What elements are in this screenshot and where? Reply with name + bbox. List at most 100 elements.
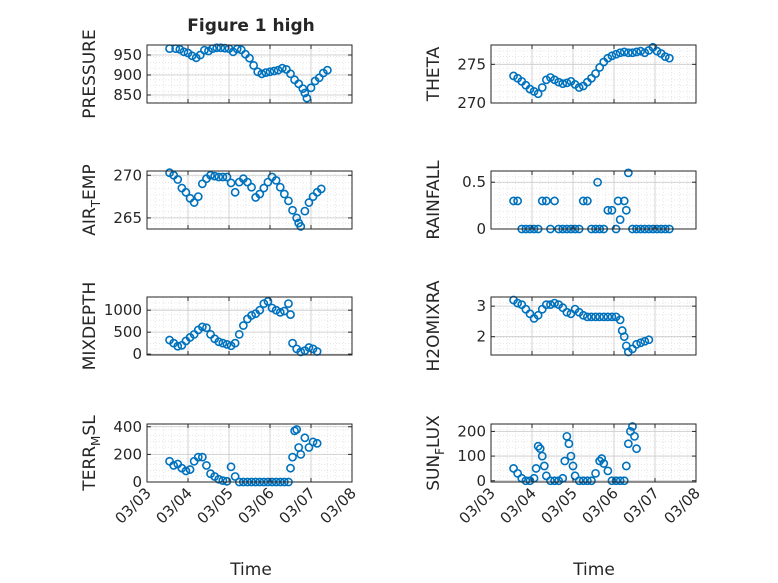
data-point — [607, 476, 617, 486]
data-point — [550, 298, 559, 308]
data-point — [275, 307, 285, 317]
data-point — [193, 192, 203, 201]
data-point — [181, 466, 191, 476]
data-point — [593, 177, 602, 187]
y-axis-label-6: TERRMSL — [80, 415, 103, 492]
subplot-pressure: 850 900 950 PRESSURE — [80, 29, 353, 119]
data-point — [300, 206, 310, 216]
data-point — [292, 425, 302, 434]
series-markers — [509, 422, 641, 486]
data-point — [304, 443, 314, 452]
data-point — [206, 170, 215, 180]
y-axis-label-3: RAINFALL — [424, 160, 444, 240]
subplot-grid: 850 900 950 PRESSURE 270 275 THETA 265 270 AIRTEM… — [80, 29, 704, 527]
y-tick-label: 275 — [457, 55, 486, 73]
y-tick-label: 850 — [113, 86, 142, 104]
data-point — [615, 476, 625, 486]
x-tick-label: 03/04 — [153, 484, 196, 527]
data-point — [623, 439, 633, 449]
data-point — [541, 196, 551, 206]
axes-frame — [146, 423, 353, 483]
data-point — [300, 433, 310, 443]
data-point — [222, 172, 232, 182]
data-point — [603, 205, 613, 215]
data-point — [316, 184, 326, 194]
y-tick-label: 900 — [113, 66, 142, 84]
data-point — [247, 311, 256, 320]
data-point — [214, 337, 224, 347]
axes-frame — [490, 44, 697, 104]
grid — [491, 45, 696, 103]
data-point — [546, 476, 555, 486]
data-point — [300, 88, 310, 98]
data-point — [202, 461, 211, 470]
data-point — [613, 196, 623, 206]
data-point — [249, 61, 258, 70]
y-tick-label: 265 — [113, 209, 142, 227]
data-point — [554, 77, 564, 87]
data-point — [257, 69, 267, 79]
data-point — [623, 168, 633, 178]
data-point — [619, 332, 629, 342]
y-tick-label: 0.5 — [462, 173, 486, 191]
data-point — [615, 215, 625, 225]
series-markers — [509, 295, 654, 357]
data-point — [599, 312, 609, 322]
data-point — [566, 451, 576, 461]
data-point — [636, 46, 646, 56]
data-point — [533, 310, 543, 320]
data-point — [296, 347, 306, 357]
data-point — [322, 65, 332, 75]
data-point — [621, 205, 631, 215]
grid — [147, 297, 352, 355]
data-point — [230, 187, 240, 197]
data-point — [179, 47, 189, 57]
subplot-h2omixra: 2 3 H2OMIXRA — [424, 280, 697, 372]
data-point — [245, 53, 254, 63]
y-axis-label-5: H2OMIXRA — [424, 280, 444, 371]
data-point — [275, 182, 285, 192]
subplot-air-temp: 265 270 AIRTEMP — [80, 164, 353, 236]
data-point — [533, 89, 543, 99]
data-point — [591, 312, 600, 322]
data-point — [537, 451, 547, 461]
data-point — [230, 338, 240, 348]
data-point — [214, 172, 224, 182]
y-tick-label: 3 — [476, 297, 486, 315]
data-point — [279, 189, 289, 199]
data-point — [222, 476, 232, 486]
data-point — [611, 49, 621, 59]
data-point — [607, 312, 617, 322]
data-point — [181, 187, 191, 197]
data-point — [216, 43, 226, 53]
data-point — [603, 312, 613, 322]
data-point — [513, 298, 523, 308]
data-point — [284, 299, 293, 308]
data-point — [541, 300, 551, 310]
data-point — [539, 461, 549, 471]
data-point — [218, 172, 228, 182]
y-tick-label: 500 — [113, 323, 142, 341]
data-point — [269, 66, 279, 76]
data-point — [562, 78, 572, 88]
data-point — [628, 422, 637, 431]
data-point — [619, 196, 629, 206]
data-point — [615, 48, 625, 58]
data-point — [210, 171, 220, 181]
data-point — [173, 175, 183, 184]
data-point — [277, 63, 287, 73]
data-point — [312, 438, 322, 448]
data-point — [265, 67, 275, 77]
y-axis-label-1: THETA — [424, 46, 444, 102]
data-point — [238, 321, 248, 330]
data-point — [284, 196, 293, 206]
y-tick-label: 100 — [457, 447, 486, 465]
figure-title: Figure 1 high — [187, 16, 315, 36]
data-point — [296, 449, 306, 459]
x-tick-label: 03/06 — [235, 484, 278, 527]
data-point — [568, 461, 578, 471]
data-point — [286, 310, 295, 319]
data-point — [632, 47, 641, 57]
